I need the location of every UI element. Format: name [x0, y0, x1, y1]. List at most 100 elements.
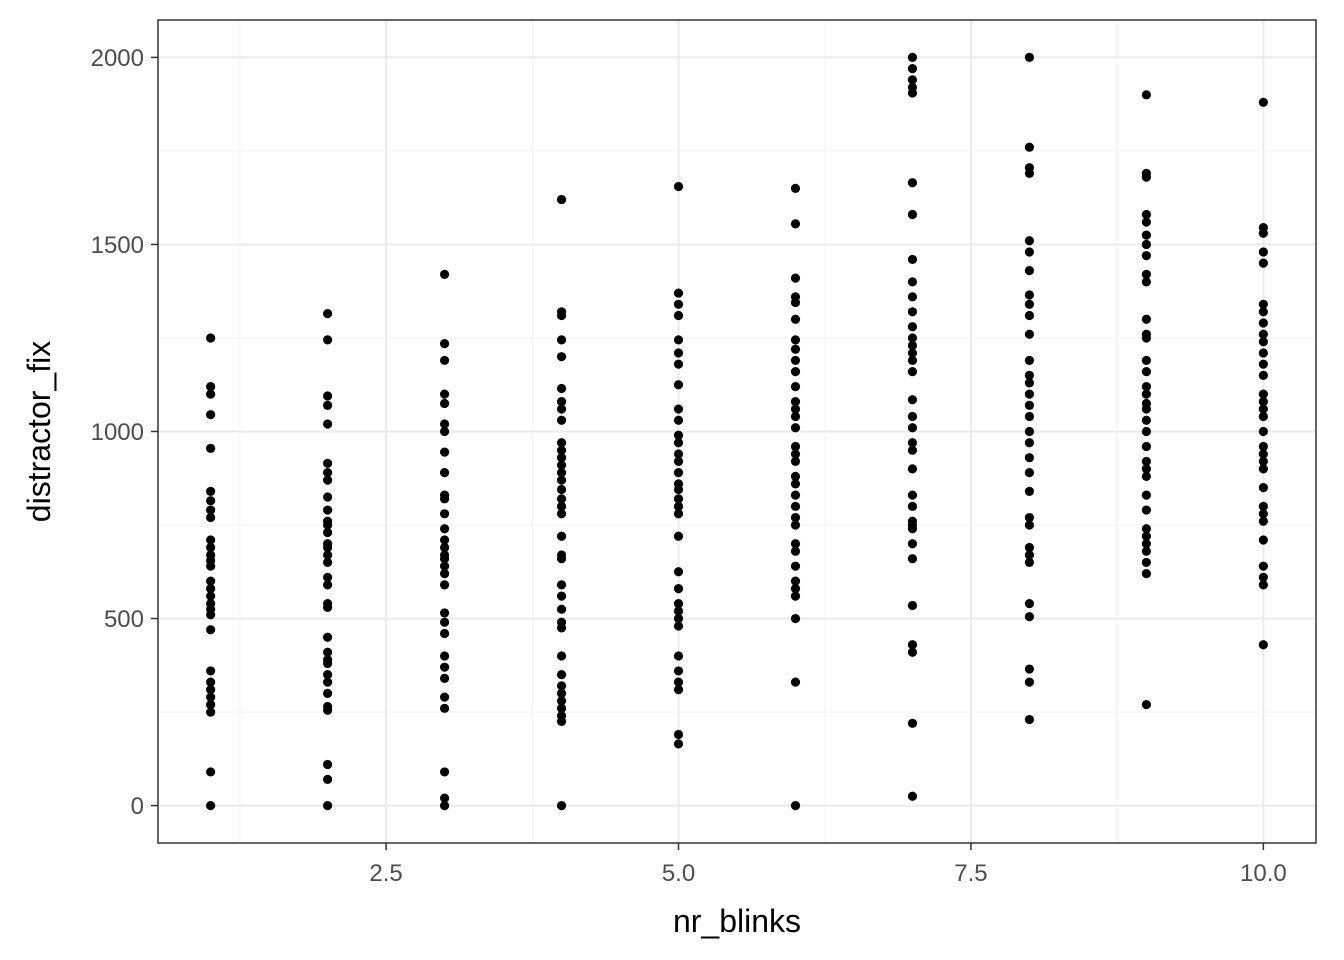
data-point [323, 602, 333, 612]
data-point [1141, 464, 1151, 474]
data-point [1258, 456, 1268, 467]
data-point [439, 580, 450, 590]
data-point [907, 88, 918, 98]
data-point [1258, 561, 1268, 571]
data-point [206, 333, 216, 343]
data-point [323, 759, 333, 770]
data-point [1024, 168, 1035, 178]
data-point [1141, 367, 1151, 377]
data-point [206, 496, 216, 506]
data-point [323, 550, 333, 560]
data-point [1024, 400, 1035, 410]
data-point [673, 335, 684, 345]
data-point [790, 520, 801, 530]
data-point [556, 494, 567, 504]
data-point [1024, 468, 1035, 478]
data-point [206, 382, 216, 392]
data-point [1141, 524, 1151, 534]
data-point [323, 647, 333, 657]
data-point [673, 494, 684, 504]
data-point [1024, 329, 1035, 339]
data-point [673, 598, 684, 609]
data-point [790, 344, 801, 354]
data-point [206, 625, 216, 635]
data-point [556, 591, 567, 601]
data-point [1024, 310, 1035, 321]
data-point [790, 539, 801, 549]
data-point [1258, 483, 1268, 493]
data-point [439, 419, 450, 429]
data-point [439, 617, 450, 627]
data-point [1024, 438, 1035, 448]
data-point [206, 707, 216, 717]
data-point [1141, 699, 1151, 710]
data-point [323, 419, 333, 429]
data-point [1141, 490, 1151, 500]
data-point [439, 662, 450, 672]
data-point [790, 584, 801, 594]
data-point [907, 277, 918, 287]
data-point [1024, 411, 1035, 422]
data-point [790, 501, 801, 511]
data-point [1258, 97, 1268, 107]
data-point [790, 382, 801, 392]
data-point [790, 273, 801, 283]
data-point [439, 628, 450, 639]
data-point [323, 391, 333, 401]
data-point [907, 640, 918, 650]
data-point [1024, 236, 1035, 246]
data-point [673, 288, 684, 298]
data-point [1024, 677, 1035, 687]
data-point [206, 692, 216, 702]
data-point [323, 458, 333, 468]
data-point [439, 468, 450, 478]
data-point [323, 572, 333, 582]
data-point [1024, 664, 1035, 674]
data-point [1258, 572, 1268, 582]
data-point [556, 651, 567, 661]
data-point [556, 509, 567, 519]
data-point [206, 561, 216, 571]
data-point [907, 367, 918, 377]
data-point [907, 445, 918, 455]
data-point [1141, 355, 1151, 366]
y-tick-label: 0 [131, 793, 144, 820]
y-tick-label: 500 [104, 606, 144, 633]
data-point [439, 426, 450, 437]
data-point [206, 677, 216, 687]
data-point [1024, 52, 1035, 63]
data-point [323, 677, 333, 687]
data-point [556, 681, 567, 691]
data-point [907, 423, 918, 433]
data-point [790, 576, 801, 586]
data-point [206, 410, 216, 420]
data-point [1141, 251, 1151, 261]
data-point [1258, 411, 1268, 422]
data-point [1024, 542, 1035, 553]
data-point [556, 484, 567, 495]
data-point [790, 411, 801, 422]
data-point [673, 456, 684, 467]
data-point [790, 471, 801, 481]
data-point [556, 688, 567, 698]
data-point [673, 415, 684, 425]
data-point [1258, 404, 1268, 414]
data-point [439, 509, 450, 519]
data-point [556, 604, 567, 614]
data-point [907, 554, 918, 564]
data-point [1258, 258, 1268, 268]
data-point [323, 335, 333, 345]
data-point [556, 800, 567, 811]
data-point [790, 561, 801, 571]
data-point [1024, 426, 1035, 437]
x-tick-label: 5.0 [662, 860, 695, 887]
data-point [907, 348, 918, 358]
data-point [1258, 389, 1268, 399]
data-point [673, 449, 684, 459]
data-point [323, 688, 333, 698]
data-point [556, 438, 567, 448]
data-point [439, 389, 450, 399]
data-point [907, 340, 918, 351]
data-point [790, 219, 801, 229]
data-point [1024, 714, 1035, 725]
